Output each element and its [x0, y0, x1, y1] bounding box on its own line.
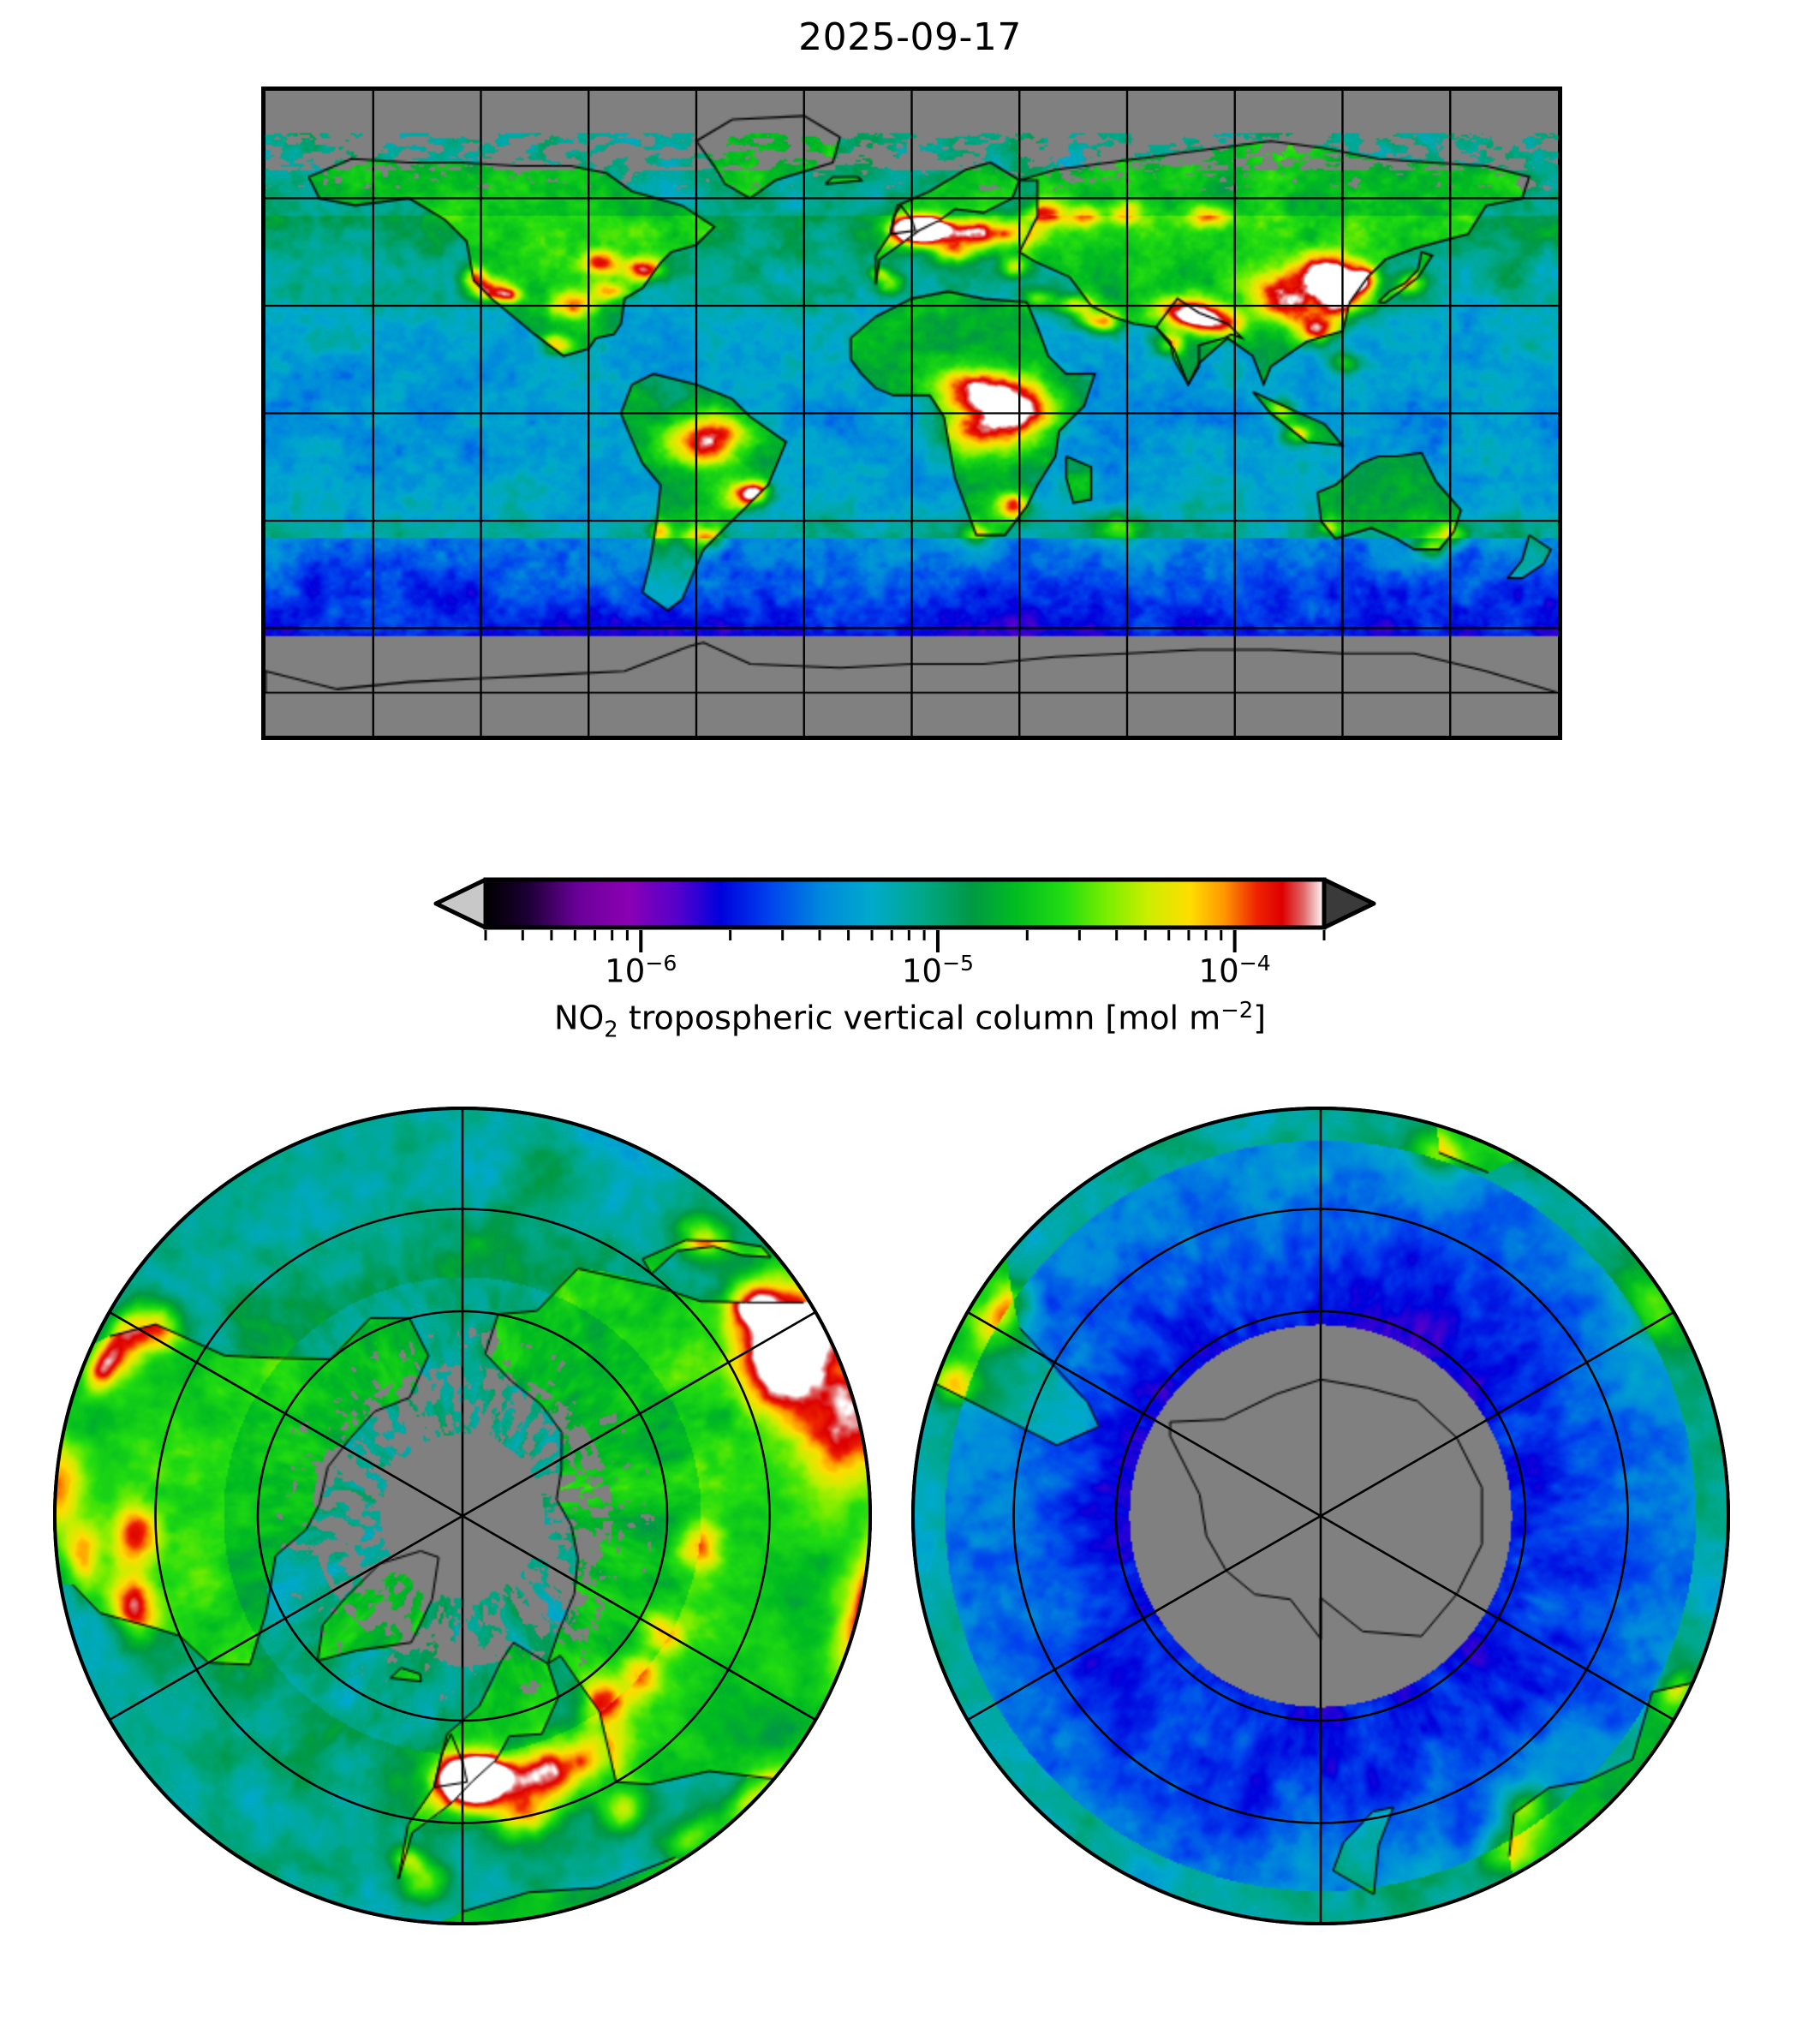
colorbar-over-arrow [1322, 877, 1376, 930]
colorbar: 10−6 10−5 10−4 NO2 tropospheric vertical c… [0, 865, 1820, 1045]
south-polar-clip [911, 1107, 1730, 1925]
tick-base: 10 [605, 952, 646, 990]
tick-exponent: −4 [1238, 951, 1271, 976]
tick-base: 10 [1198, 952, 1239, 990]
tick-exponent: −5 [941, 951, 975, 976]
colorbar-label-suffix: ] [1253, 999, 1267, 1037]
global-no2-map [261, 87, 1562, 740]
tick-base: 10 [901, 952, 942, 990]
colorbar-axis-label: NO2 tropospheric vertical column [mol m−… [0, 998, 1820, 1042]
global-map-raster [266, 91, 1558, 736]
colorbar-label-superscript: −2 [1220, 998, 1254, 1023]
colorbar-ticks [484, 930, 1326, 952]
north-polar-no2-map [53, 1107, 872, 1925]
colorbar-bar [483, 877, 1327, 930]
colorbar-under-arrow [433, 877, 488, 930]
south-polar-no2-map [911, 1107, 1730, 1925]
colorbar-tick-label: 10−4 [1199, 951, 1271, 989]
north-polar-clip [53, 1107, 872, 1925]
colorbar-label-middle: tropospheric vertical column [mol m [618, 999, 1221, 1037]
colorbar-tick-label: 10−5 [902, 951, 974, 989]
tick-exponent: −6 [645, 951, 677, 976]
colorbar-gradient-wrap [433, 877, 1377, 930]
south-polar-raster [911, 1107, 1730, 1925]
north-polar-raster [53, 1107, 872, 1925]
colorbar-label-subscript: 2 [604, 1017, 618, 1043]
colorbar-label-no: NO [553, 999, 605, 1037]
page-title: 2025-09-17 [798, 15, 1022, 59]
colorbar-gradient [433, 877, 1376, 930]
colorbar-tick-label: 10−6 [605, 951, 677, 989]
